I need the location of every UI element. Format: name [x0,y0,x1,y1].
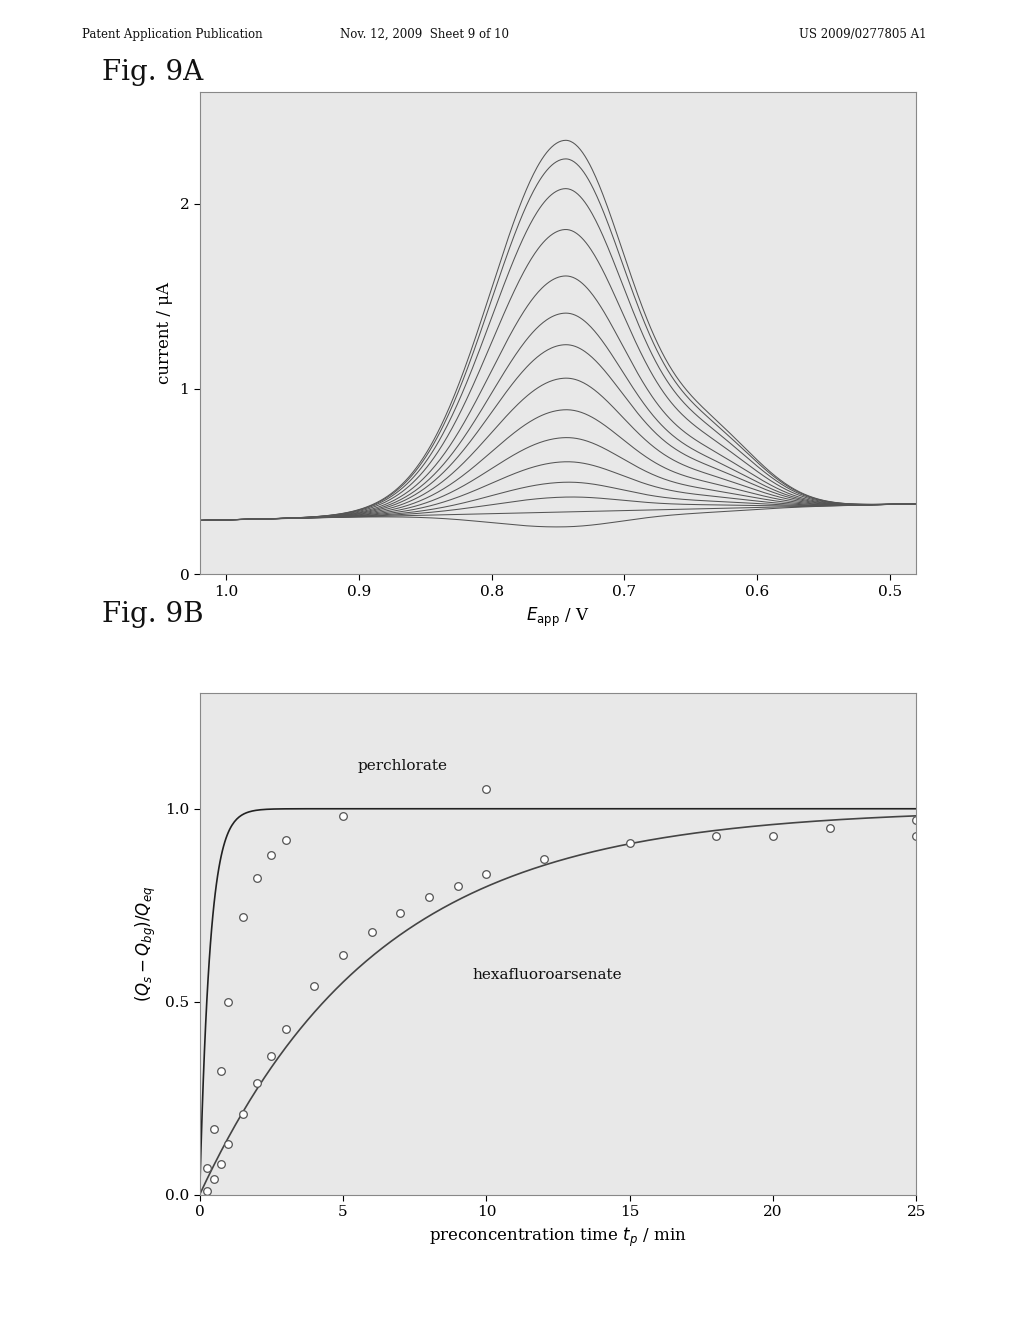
Text: hexafluoroarsenate: hexafluoroarsenate [472,968,622,982]
Y-axis label: $(Q_s - Q_{bg})/Q_{eq}$: $(Q_s - Q_{bg})/Q_{eq}$ [134,886,158,1002]
Text: Patent Application Publication: Patent Application Publication [82,28,262,41]
X-axis label: $E_\mathrm{app}$ / V: $E_\mathrm{app}$ / V [526,606,590,628]
Text: Fig. 9B: Fig. 9B [102,601,204,627]
X-axis label: preconcentration time $t_p$ / min: preconcentration time $t_p$ / min [429,1226,687,1249]
Text: perchlorate: perchlorate [357,759,447,774]
Text: US 2009/0277805 A1: US 2009/0277805 A1 [799,28,927,41]
Y-axis label: current / μA: current / μA [156,282,173,384]
Text: Nov. 12, 2009  Sheet 9 of 10: Nov. 12, 2009 Sheet 9 of 10 [340,28,510,41]
Text: Fig. 9A: Fig. 9A [102,59,204,86]
